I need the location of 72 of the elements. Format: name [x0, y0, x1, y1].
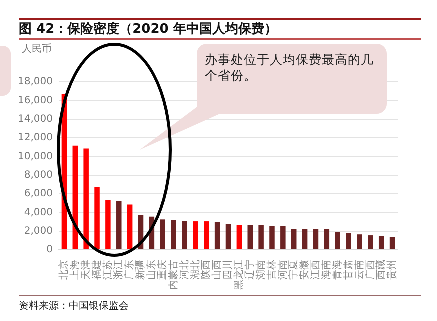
- x-tick-label: 河北: [178, 260, 190, 280]
- y-tick-label: 0: [46, 244, 53, 256]
- bar: [313, 229, 319, 250]
- bar: [258, 225, 264, 250]
- x-tick-label: 广东: [124, 260, 136, 280]
- bar: [116, 201, 122, 250]
- x-tick-label: 山东: [146, 260, 158, 280]
- x-tick-label: 青海: [331, 260, 344, 280]
- bar: [390, 237, 396, 250]
- annotation: 办事处位于人均保费最高的几个省份。: [204, 51, 375, 85]
- x-tick-label: 天津: [80, 260, 92, 280]
- x-tick-label: 内蒙古: [167, 260, 180, 290]
- bar: [106, 200, 111, 250]
- x-tick-label: 山西: [211, 260, 224, 280]
- y-tick-label: 6,000: [24, 188, 53, 200]
- bar: [368, 236, 374, 250]
- y-tick-label: 2,000: [24, 226, 53, 237]
- x-tick-label: 浙江: [112, 260, 125, 280]
- x-tick-label: 甘肃: [342, 260, 354, 280]
- bar: [171, 220, 176, 250]
- x-tick-label: 广西: [364, 260, 376, 280]
- x-tick-label: 重庆: [156, 260, 168, 280]
- x-tick-label: 贵州: [386, 260, 398, 280]
- y-tick-label: 14,000: [18, 114, 53, 125]
- x-tick-label: 江西: [310, 260, 322, 280]
- bar: [324, 229, 330, 250]
- x-tick-label: 新疆: [134, 260, 147, 280]
- bar: [335, 232, 340, 250]
- chart-title: 图 42：保险密度（2020 年中国人均保费）: [19, 18, 421, 40]
- bar: [248, 225, 253, 250]
- x-tick-label: 云南: [353, 260, 366, 280]
- x-tick-label: 四川: [222, 260, 234, 280]
- x-tick-label: 宁夏: [288, 260, 300, 280]
- x-tick-label: 北京: [58, 260, 70, 280]
- y-tick-label: 4,000: [24, 207, 53, 218]
- y-tick-label: 16,000: [18, 95, 53, 106]
- x-tick-label: 福建: [90, 260, 103, 280]
- bar: [357, 234, 362, 250]
- bar: [236, 225, 242, 250]
- y-tick-label: 10,000: [18, 151, 53, 162]
- x-tick-label: 湖南: [254, 260, 267, 280]
- bar: [94, 187, 100, 250]
- x-tick-label: 上海: [68, 260, 81, 280]
- bar: [84, 148, 89, 250]
- x-tick-label: 江苏: [102, 260, 114, 280]
- x-tick-label: 吉林: [266, 260, 278, 280]
- x-tick-label: 陕西: [200, 260, 212, 280]
- bar: [204, 222, 210, 250]
- bar: [214, 222, 220, 250]
- bar: [346, 233, 352, 250]
- bar: [226, 224, 232, 250]
- bar: [160, 220, 166, 250]
- y-tick-label: 8,000: [24, 170, 53, 181]
- x-tick-label: 湖北: [189, 260, 202, 280]
- bar: [270, 226, 275, 250]
- y-tick-label: 18,000: [18, 76, 53, 88]
- x-tick-label: 西藏: [375, 260, 388, 280]
- bar: [127, 204, 133, 250]
- bar: [378, 236, 384, 250]
- x-tick-label: 安徽: [298, 260, 311, 280]
- x-tick-label: 辽宁: [244, 260, 256, 280]
- bar: [193, 222, 198, 250]
- bar: [280, 226, 286, 250]
- y-tick-label: 12,000: [18, 132, 53, 144]
- x-tick-label: 海南: [320, 260, 333, 280]
- x-tick-label: 黑龙江: [233, 260, 246, 290]
- bar: [291, 229, 297, 250]
- x-tick-label: 河南: [276, 260, 289, 280]
- y-axis-title: 人民币: [22, 42, 52, 56]
- bar: [302, 229, 308, 250]
- text: 资料来源：中国银保监会: [19, 295, 421, 313]
- bar: [182, 221, 188, 250]
